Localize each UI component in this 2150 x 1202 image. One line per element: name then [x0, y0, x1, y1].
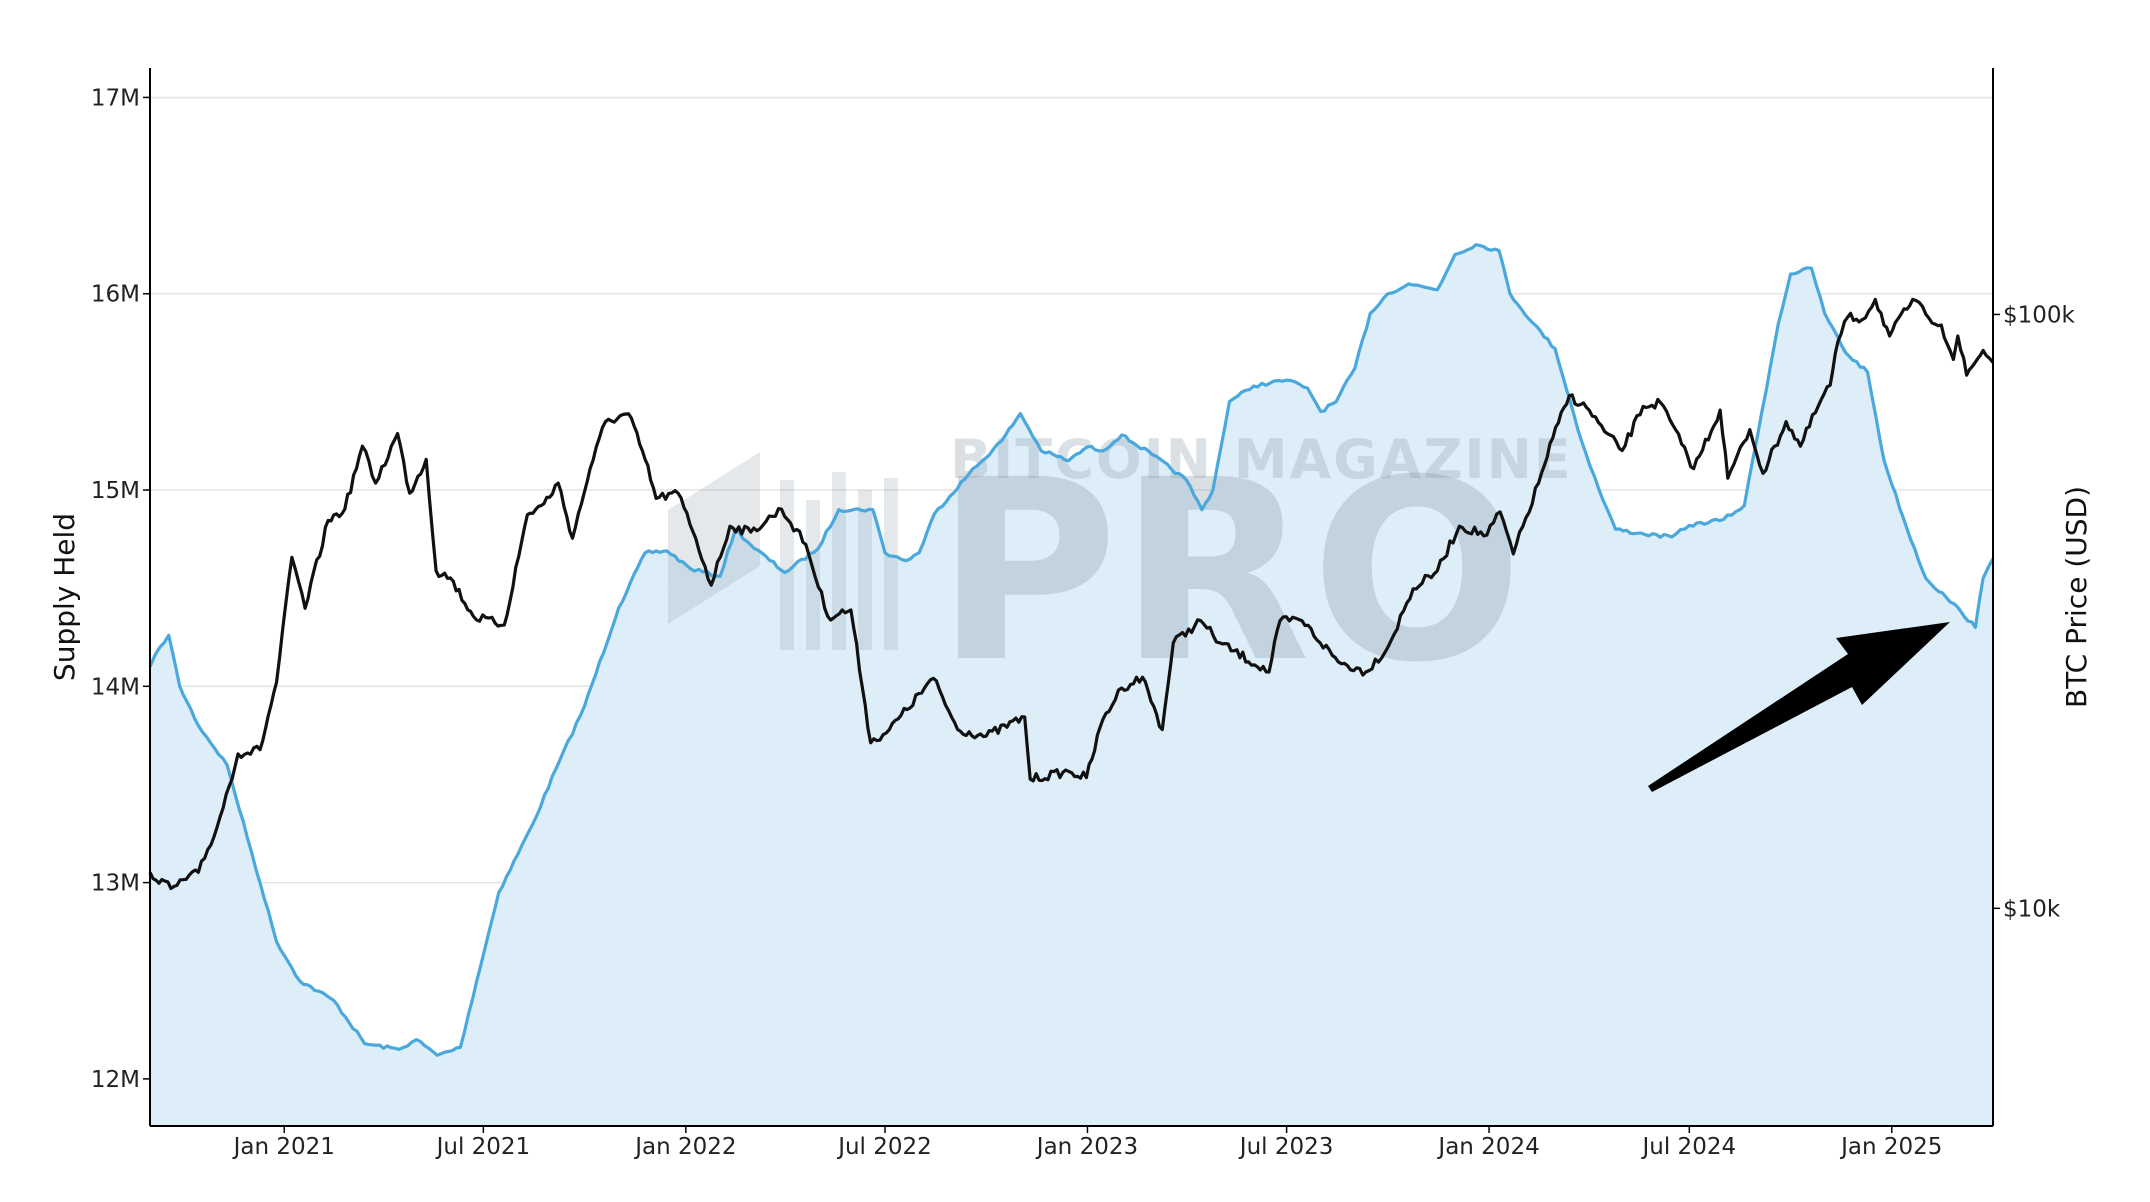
x-tick-label: Jan 2021: [232, 1134, 335, 1160]
btc-price-line: [148, 297, 1995, 891]
supply-held-area-fill: [150, 244, 1993, 1126]
annotation-arrow: [1648, 622, 1950, 792]
x-tick-label: Jan 2025: [1839, 1134, 1942, 1160]
y-left-tick-label: 14M: [91, 674, 140, 700]
y-axis-left-ticks: 12M 13M 14M 15M 16M 17M: [91, 85, 150, 1093]
y-left-tick-label: 12M: [91, 1067, 140, 1093]
y-axis-right-title: BTC Price (USD): [2060, 486, 2093, 708]
y-left-tick-label: 17M: [91, 85, 140, 111]
y-right-tick-label: $10k: [2003, 896, 2061, 922]
x-tick-label: Jan 2024: [1436, 1134, 1539, 1160]
x-tick-label: Jul 2021: [435, 1134, 531, 1160]
x-tick-label: Jan 2022: [633, 1134, 736, 1160]
watermark-line-2: PRO: [935, 426, 1523, 717]
arrow-icon: [1648, 622, 1950, 792]
y-axis-right-ticks: $10k $100k: [1993, 302, 2076, 922]
x-axis-ticks: Jan 2021 Jul 2021 Jan 2022 Jul 2022 Jan 2023…: [232, 1126, 1942, 1160]
x-tick-label: Jan 2023: [1035, 1134, 1138, 1160]
plot-frame: [149, 68, 1994, 1127]
x-tick-label: Jul 2022: [836, 1134, 932, 1160]
supply-held-line: [148, 243, 1995, 1057]
y-right-tick-label: $100k: [2003, 302, 2076, 328]
y-left-tick-label: 13M: [91, 871, 140, 897]
y-left-tick-label: 15M: [91, 478, 140, 504]
x-tick-label: Jul 2023: [1238, 1134, 1334, 1160]
y-left-tick-label: 16M: [91, 282, 140, 308]
y-axis-left-title: Supply Held: [48, 513, 81, 681]
watermark-line-1: BITCOIN MAGAZINE: [950, 428, 1573, 491]
x-tick-label: Jul 2024: [1641, 1134, 1737, 1160]
